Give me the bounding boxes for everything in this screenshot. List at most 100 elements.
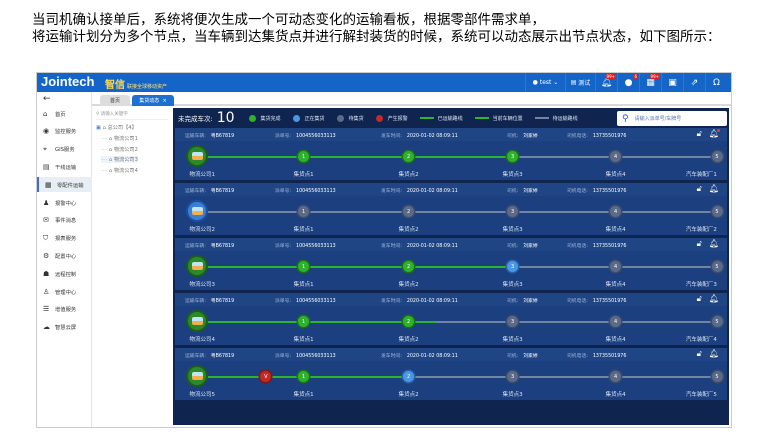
origin-marker[interactable] bbox=[186, 145, 208, 167]
tree-root[interactable]: ▣ ⌂ 总公司【4】 bbox=[96, 124, 137, 131]
sidebar-item-monitor[interactable]: ◉ 监控服务 bbox=[37, 124, 92, 139]
back-arrow-icon[interactable]: ← bbox=[43, 94, 51, 104]
bell-icon[interactable]: 🔔︎ bbox=[708, 349, 719, 358]
origin-label: 物流公司1 bbox=[189, 172, 215, 178]
bell-icon[interactable]: 🔔︎ bbox=[708, 294, 719, 303]
bell-icon[interactable]: 🔔︎ bbox=[708, 239, 719, 248]
time-field: 发车时间: 2020-01-02 08:09:11 bbox=[381, 187, 458, 194]
node-marker[interactable]: 5 bbox=[711, 261, 723, 272]
field-label: 司机电话: bbox=[567, 354, 588, 359]
sidebar-item-map[interactable]: ⌖ GIS服务 bbox=[37, 142, 92, 157]
document-button[interactable]: ▣ bbox=[661, 73, 683, 92]
tasks-button[interactable]: ▦ 99+ bbox=[639, 73, 661, 92]
sidebar-item-remote[interactable]: ☗ 远程控制 bbox=[37, 266, 92, 281]
origin-marker[interactable] bbox=[186, 365, 208, 387]
sidebar-item-label: 监控服务 bbox=[55, 129, 77, 136]
node-marker[interactable]: 1 bbox=[298, 371, 310, 382]
package-icon bbox=[191, 207, 203, 215]
node-marker[interactable]: 4 bbox=[610, 371, 622, 382]
tree-item[interactable]: ┄┄ ⌂ 物流公司2 bbox=[101, 146, 138, 153]
messages-button[interactable]: ● 6 bbox=[617, 73, 639, 92]
tab-label: 集货动态 bbox=[139, 98, 160, 104]
node-marker[interactable]: 5 bbox=[711, 371, 723, 382]
phone-field: 司机电话: 13735501976 bbox=[567, 297, 626, 304]
sidebar-item-shield[interactable]: ⛉ 报表服务 bbox=[37, 231, 92, 246]
alarm-marker[interactable]: V bbox=[260, 371, 272, 382]
node-marker[interactable]: 2 bbox=[403, 151, 415, 162]
test-button[interactable]: ▤ 测试 bbox=[565, 73, 595, 92]
node-marker[interactable]: 2 bbox=[403, 206, 415, 217]
share-button[interactable]: ⇗ bbox=[683, 73, 705, 92]
sidebar-item-alarm[interactable]: ♟ 报警中心 bbox=[37, 195, 92, 210]
node-marker[interactable]: 3 bbox=[507, 151, 519, 162]
sidebar-item-truck[interactable]: ▤ 干线运输 bbox=[37, 159, 92, 174]
lock-icon[interactable]: 🔓︎ bbox=[696, 294, 702, 303]
destination-label: 汽车装配厂3 bbox=[685, 282, 717, 288]
time-field: 发车时间: 2020-01-02 08:09:11 bbox=[381, 352, 458, 359]
sidebar-item-home[interactable]: ⌂ 首页 bbox=[37, 106, 92, 121]
node-marker[interactable]: 4 bbox=[610, 206, 622, 217]
origin-marker[interactable] bbox=[186, 255, 208, 277]
test-label: 测试 bbox=[578, 80, 591, 87]
node-marker[interactable]: 1 bbox=[298, 151, 310, 162]
pending-route-line bbox=[197, 321, 717, 323]
node-marker[interactable]: 5 bbox=[711, 151, 723, 162]
origin-marker[interactable] bbox=[186, 200, 208, 222]
tree-item[interactable]: ┄┄ ⌂ 物流公司4 bbox=[101, 167, 138, 174]
sidebar-item-cloud[interactable]: ☁ 智慧云屏 bbox=[37, 320, 92, 335]
node-marker[interactable]: 3 bbox=[507, 316, 519, 327]
node-marker[interactable]: 4 bbox=[610, 151, 622, 162]
node-marker[interactable]: 1 bbox=[298, 316, 310, 327]
field-label: 派单号: bbox=[275, 299, 292, 304]
support-button[interactable]: Ω bbox=[705, 73, 727, 92]
driver-field: 司机: 刘家婷 bbox=[507, 187, 538, 194]
tab-collection-dynamics[interactable]: 集货动态 × bbox=[132, 95, 174, 106]
sidebar-item-service[interactable]: ☰ 增值服务 bbox=[37, 302, 92, 317]
tree-item[interactable]: ┄┄ ⌂ 物流公司1 bbox=[101, 136, 138, 142]
node-marker[interactable]: 2 bbox=[403, 261, 415, 272]
user-menu[interactable]: ● test ⌄ bbox=[525, 73, 565, 92]
tree-item[interactable]: ┄┄ ⌂ 物流公司3 bbox=[101, 156, 138, 163]
sidebar-item-parts[interactable]: ▦ 零配件运输 bbox=[37, 177, 92, 193]
time-field: 发车时间: 2020-01-02 08:09:11 bbox=[381, 297, 458, 304]
alerts-button[interactable]: 🔔︎ 99+ bbox=[595, 73, 617, 92]
node-marker[interactable]: 4 bbox=[610, 316, 622, 327]
vehicle-value: 粤B67819 bbox=[210, 134, 235, 139]
field-label: 发车时间: bbox=[381, 299, 402, 304]
lock-icon[interactable]: 🔓︎ bbox=[696, 129, 702, 138]
lock-icon[interactable]: 🔓︎ bbox=[696, 239, 702, 248]
node-marker[interactable]: 5 bbox=[711, 316, 723, 327]
node-label: 集货点2 bbox=[398, 227, 419, 233]
node-marker[interactable]: 1 bbox=[298, 206, 310, 217]
collapse-icon[interactable]: ▣ bbox=[96, 125, 101, 131]
node-label: 集货点2 bbox=[398, 337, 419, 343]
headset-icon: Ω bbox=[713, 77, 720, 88]
bell-icon[interactable]: 🔔︎ bbox=[708, 184, 719, 193]
node-marker[interactable]: 2 bbox=[403, 316, 415, 327]
sidebar-item-user[interactable]: ♙ 管理中心 bbox=[37, 284, 92, 299]
tab-home[interactable]: 首页 bbox=[100, 95, 130, 106]
bell-icon[interactable]: 🔔︎ bbox=[708, 129, 720, 138]
sidebar-item-mail[interactable]: ✉ 事件消息 bbox=[37, 213, 92, 228]
tab-bar: 首页 集货动态 × bbox=[92, 92, 731, 106]
node-marker[interactable]: 2 bbox=[403, 371, 415, 382]
node-marker[interactable]: 1 bbox=[298, 261, 310, 272]
row-info: 运输车辆: 粤B67819 派单号: 1004556033113 发车时间: 2020… bbox=[175, 238, 727, 251]
close-icon[interactable]: × bbox=[162, 97, 167, 104]
lock-icon[interactable]: 🔓︎ bbox=[696, 184, 702, 193]
origin-marker[interactable] bbox=[186, 310, 208, 332]
node-marker[interactable]: 4 bbox=[610, 261, 622, 272]
sidebar-item-label: 首页 bbox=[55, 111, 66, 118]
sidebar-item-gear[interactable]: ⚙ 配置中心 bbox=[37, 248, 92, 263]
lock-icon[interactable]: 🔓︎ bbox=[696, 349, 702, 358]
node-marker[interactable]: 3 bbox=[507, 371, 519, 382]
tree-search-input[interactable]: ⚲ 请输入关键字 bbox=[96, 111, 168, 120]
node-marker[interactable]: 3 bbox=[507, 261, 519, 272]
legend-dot-marker bbox=[248, 114, 256, 122]
search-input[interactable]: ⚲ 请输入派单号/车牌号 bbox=[617, 111, 727, 126]
field-label: 司机电话: bbox=[567, 299, 588, 304]
node-marker[interactable]: 3 bbox=[507, 206, 519, 217]
legend-dot-marker bbox=[375, 114, 383, 122]
node-marker[interactable]: 5 bbox=[711, 206, 723, 217]
field-label: 运输车辆: bbox=[185, 244, 206, 249]
